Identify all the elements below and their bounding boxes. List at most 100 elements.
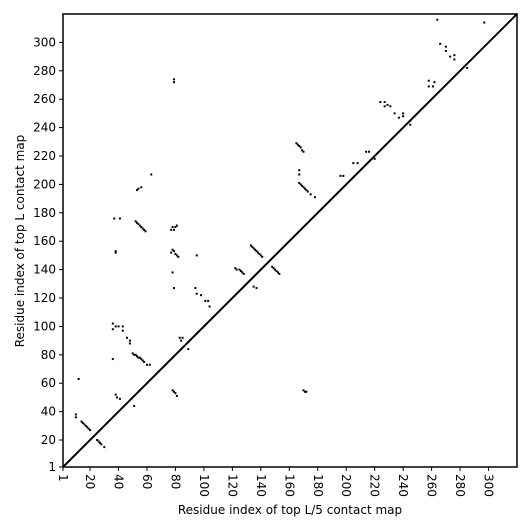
contact-point [141, 227, 144, 230]
contact-point [251, 245, 254, 248]
contact-point [453, 58, 456, 61]
contact-point [128, 342, 131, 345]
contact-point [121, 329, 124, 332]
contact-point [116, 396, 119, 399]
contact-point [173, 250, 176, 253]
contact-point [402, 112, 405, 115]
contact-point [252, 247, 255, 250]
x-tick-label: 240 [396, 474, 410, 497]
contact-point [242, 272, 245, 275]
contact-point [234, 267, 237, 270]
contact-point [114, 393, 117, 396]
x-tick-label: 60 [140, 474, 154, 489]
contact-point [295, 142, 298, 145]
contact-point [393, 112, 396, 115]
contact-point [171, 271, 174, 274]
y-tick-label: 60 [41, 376, 56, 390]
y-tick-label: 240 [33, 121, 56, 135]
contact-point [174, 392, 177, 395]
contact-point [367, 150, 370, 153]
contact-point [249, 244, 252, 247]
contact-point [397, 116, 400, 119]
contact-point [296, 143, 299, 146]
y-tick-label: 120 [33, 291, 56, 305]
contact-point [133, 353, 136, 356]
contact-point [298, 169, 301, 172]
contact-point [80, 420, 83, 423]
contact-point [114, 251, 117, 254]
contact-point [174, 226, 177, 229]
contact-point [173, 228, 176, 231]
x-tick-label: 260 [425, 474, 439, 497]
contact-point [140, 358, 143, 361]
contact-point [194, 287, 197, 290]
contact-point [389, 105, 392, 108]
x-tick-label: 140 [254, 474, 268, 497]
contact-point [118, 397, 121, 400]
contact-point [99, 441, 102, 444]
contact-point [175, 394, 178, 397]
x-tick-label: 80 [168, 474, 182, 489]
contact-point [150, 173, 153, 176]
contact-point [342, 174, 345, 177]
x-tick-label: 300 [482, 474, 496, 497]
contact-point [131, 352, 134, 355]
contact-point [299, 146, 302, 149]
contact-point [255, 287, 258, 290]
contact-point [239, 270, 242, 273]
contact-point [276, 271, 279, 274]
contact-point [117, 325, 120, 328]
x-tick-label: 200 [339, 474, 353, 497]
contact-point [100, 443, 103, 446]
contact-point [136, 355, 139, 358]
contact-point [449, 55, 452, 58]
contact-point [114, 250, 117, 253]
contact-point [171, 226, 174, 229]
y-tick-label: 300 [33, 35, 56, 49]
contact-point [453, 54, 456, 57]
y-tick-label: 20 [41, 433, 56, 447]
contact-point [195, 292, 198, 295]
contact-point [254, 248, 257, 251]
contact-point [111, 322, 114, 325]
x-tick-label: 220 [368, 474, 382, 497]
contact-point [81, 421, 84, 424]
contact-point [208, 305, 211, 308]
contact-point [175, 254, 178, 257]
contact-point [302, 389, 305, 392]
contact-point [171, 389, 174, 392]
y-axis-label: Residue index of top L contact map [13, 135, 27, 348]
contact-point [272, 267, 275, 270]
contact-point [177, 255, 180, 258]
contact-point [365, 150, 368, 153]
y-tick-label: 140 [33, 263, 56, 277]
contact-point [180, 339, 183, 342]
contact-point [352, 162, 355, 165]
contact-point [195, 254, 198, 257]
contact-point [439, 42, 442, 45]
contact-point [143, 228, 146, 231]
contact-point [339, 174, 342, 177]
diagonal [62, 13, 518, 468]
contact-point [181, 336, 184, 339]
contact-point [170, 251, 173, 254]
contact-point [303, 187, 306, 190]
contact-point [252, 285, 255, 288]
x-tick-label: 20 [83, 474, 97, 489]
y-tick-label: 200 [33, 177, 56, 191]
contact-point [302, 150, 305, 153]
contact-point [126, 336, 129, 339]
contact-point [383, 101, 386, 104]
contact-point [444, 49, 447, 52]
plot-frame [62, 13, 518, 468]
contact-point [137, 223, 140, 226]
contact-point [356, 162, 359, 165]
contact-point [373, 157, 376, 160]
contact-point [433, 81, 436, 84]
contact-point [86, 426, 89, 429]
contact-point [436, 18, 439, 21]
x-tick-label: 180 [311, 474, 325, 497]
contact-point [175, 224, 178, 227]
contact-point [74, 413, 77, 416]
contact-point [140, 186, 143, 189]
